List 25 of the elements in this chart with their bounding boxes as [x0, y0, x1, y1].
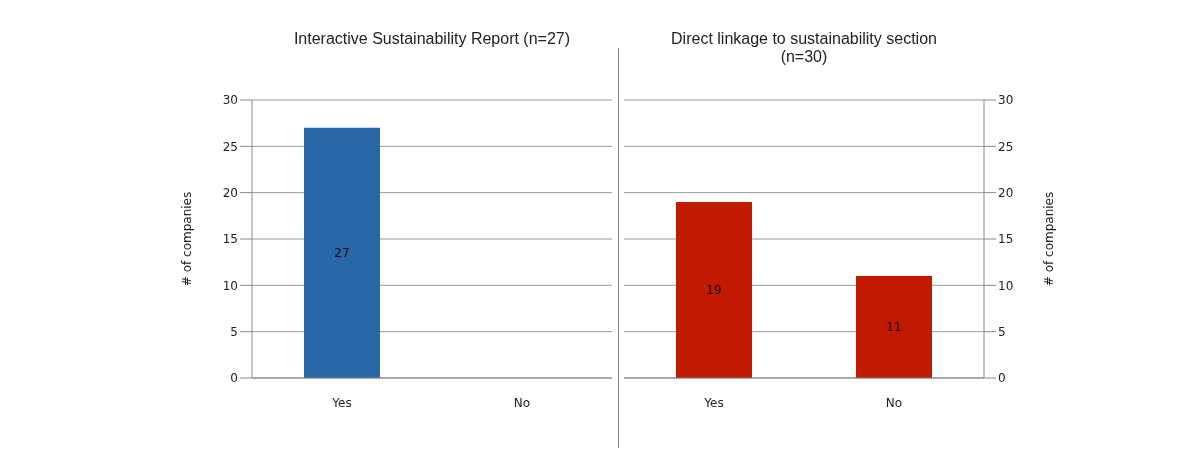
chart-title: Interactive Sustainability Report (n=27) — [292, 30, 572, 48]
y-tick-label: 5 — [230, 324, 238, 339]
y-tick-label: 30 — [222, 93, 238, 108]
y-tick-label: 15 — [222, 232, 238, 247]
y-tick-label: 10 — [998, 278, 1014, 293]
y-tick-label: 25 — [222, 139, 238, 154]
chart-title: Direct linkage to sustainability section (n=30) — [670, 30, 938, 66]
data-label: 19 — [706, 283, 722, 298]
y-tick-label: 25 — [998, 139, 1014, 154]
x-tick-label: No — [513, 395, 531, 410]
y-tick-label: 5 — [998, 324, 1006, 339]
y-tick-label: 15 — [998, 232, 1014, 247]
y-axis-title: # of companies — [180, 191, 195, 287]
x-tick-label: No — [885, 395, 903, 410]
data-label: 27 — [334, 246, 350, 261]
y-tick-label: 20 — [222, 185, 238, 200]
y-axis-title: # of companies — [1042, 191, 1057, 287]
y-tick-label: 30 — [998, 93, 1014, 108]
y-tick-label: 0 — [998, 371, 1006, 386]
y-tick-label: 10 — [222, 278, 238, 293]
x-tick-label: Yes — [331, 395, 352, 410]
y-tick-label: 0 — [230, 371, 238, 386]
data-label: 11 — [886, 320, 902, 335]
y-tick-label: 20 — [998, 185, 1014, 200]
x-tick-label: Yes — [703, 395, 724, 410]
